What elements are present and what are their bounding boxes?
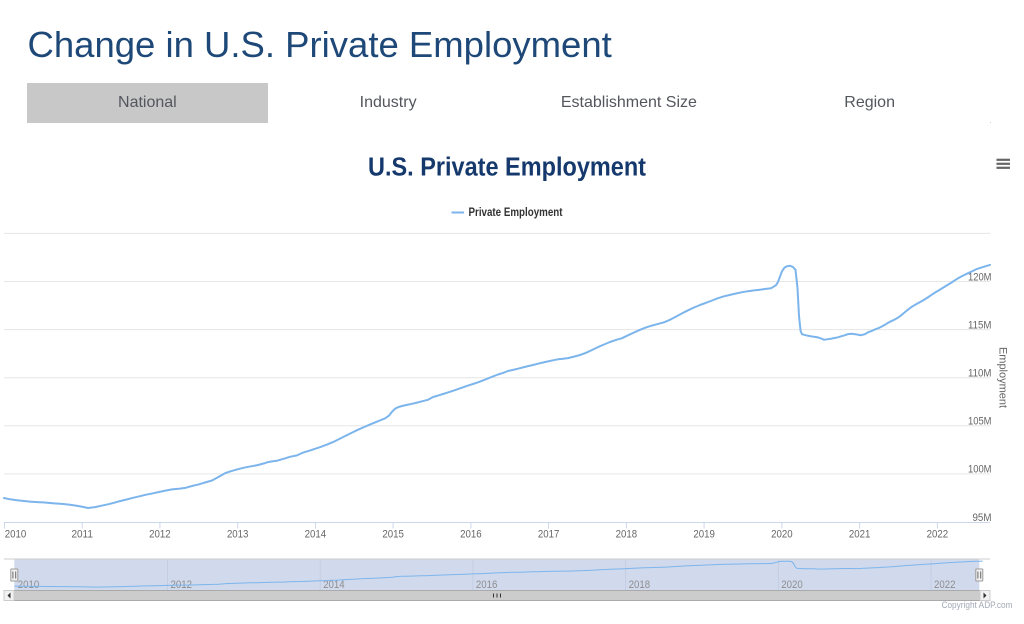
svg-text:2014: 2014 — [323, 579, 345, 591]
svg-text:U.S. Private Employment: U.S. Private Employment — [368, 154, 646, 182]
svg-text:2010: 2010 — [18, 579, 40, 591]
svg-text:2018: 2018 — [629, 579, 651, 591]
svg-text:120M: 120M — [968, 271, 992, 283]
svg-text:100M: 100M — [968, 464, 992, 476]
svg-text:95M: 95M — [973, 512, 992, 524]
svg-text:2014: 2014 — [305, 529, 327, 541]
svg-text:2015: 2015 — [382, 529, 404, 541]
svg-text:2016: 2016 — [460, 529, 482, 541]
svg-text:115M: 115M — [968, 319, 992, 331]
svg-text:2013: 2013 — [227, 529, 249, 541]
svg-text:2010: 2010 — [5, 529, 27, 541]
svg-text:110M: 110M — [968, 368, 992, 380]
svg-text:2021: 2021 — [849, 529, 871, 541]
svg-text:Private Employment: Private Employment — [469, 207, 563, 219]
svg-text:2016: 2016 — [476, 579, 498, 591]
svg-text:2017: 2017 — [538, 529, 560, 541]
svg-text:Employment: Employment — [997, 347, 1009, 408]
svg-text:2020: 2020 — [781, 579, 803, 591]
svg-text:2012: 2012 — [149, 529, 171, 541]
svg-text:105M: 105M — [968, 416, 992, 428]
svg-text:2011: 2011 — [71, 529, 93, 541]
svg-text:2018: 2018 — [616, 529, 638, 541]
svg-text:2022: 2022 — [927, 529, 949, 541]
svg-text:2019: 2019 — [693, 529, 715, 541]
svg-text:2020: 2020 — [771, 529, 793, 541]
svg-text:Copyright ADP.com: Copyright ADP.com — [942, 600, 1013, 610]
svg-text:2022: 2022 — [934, 579, 956, 591]
